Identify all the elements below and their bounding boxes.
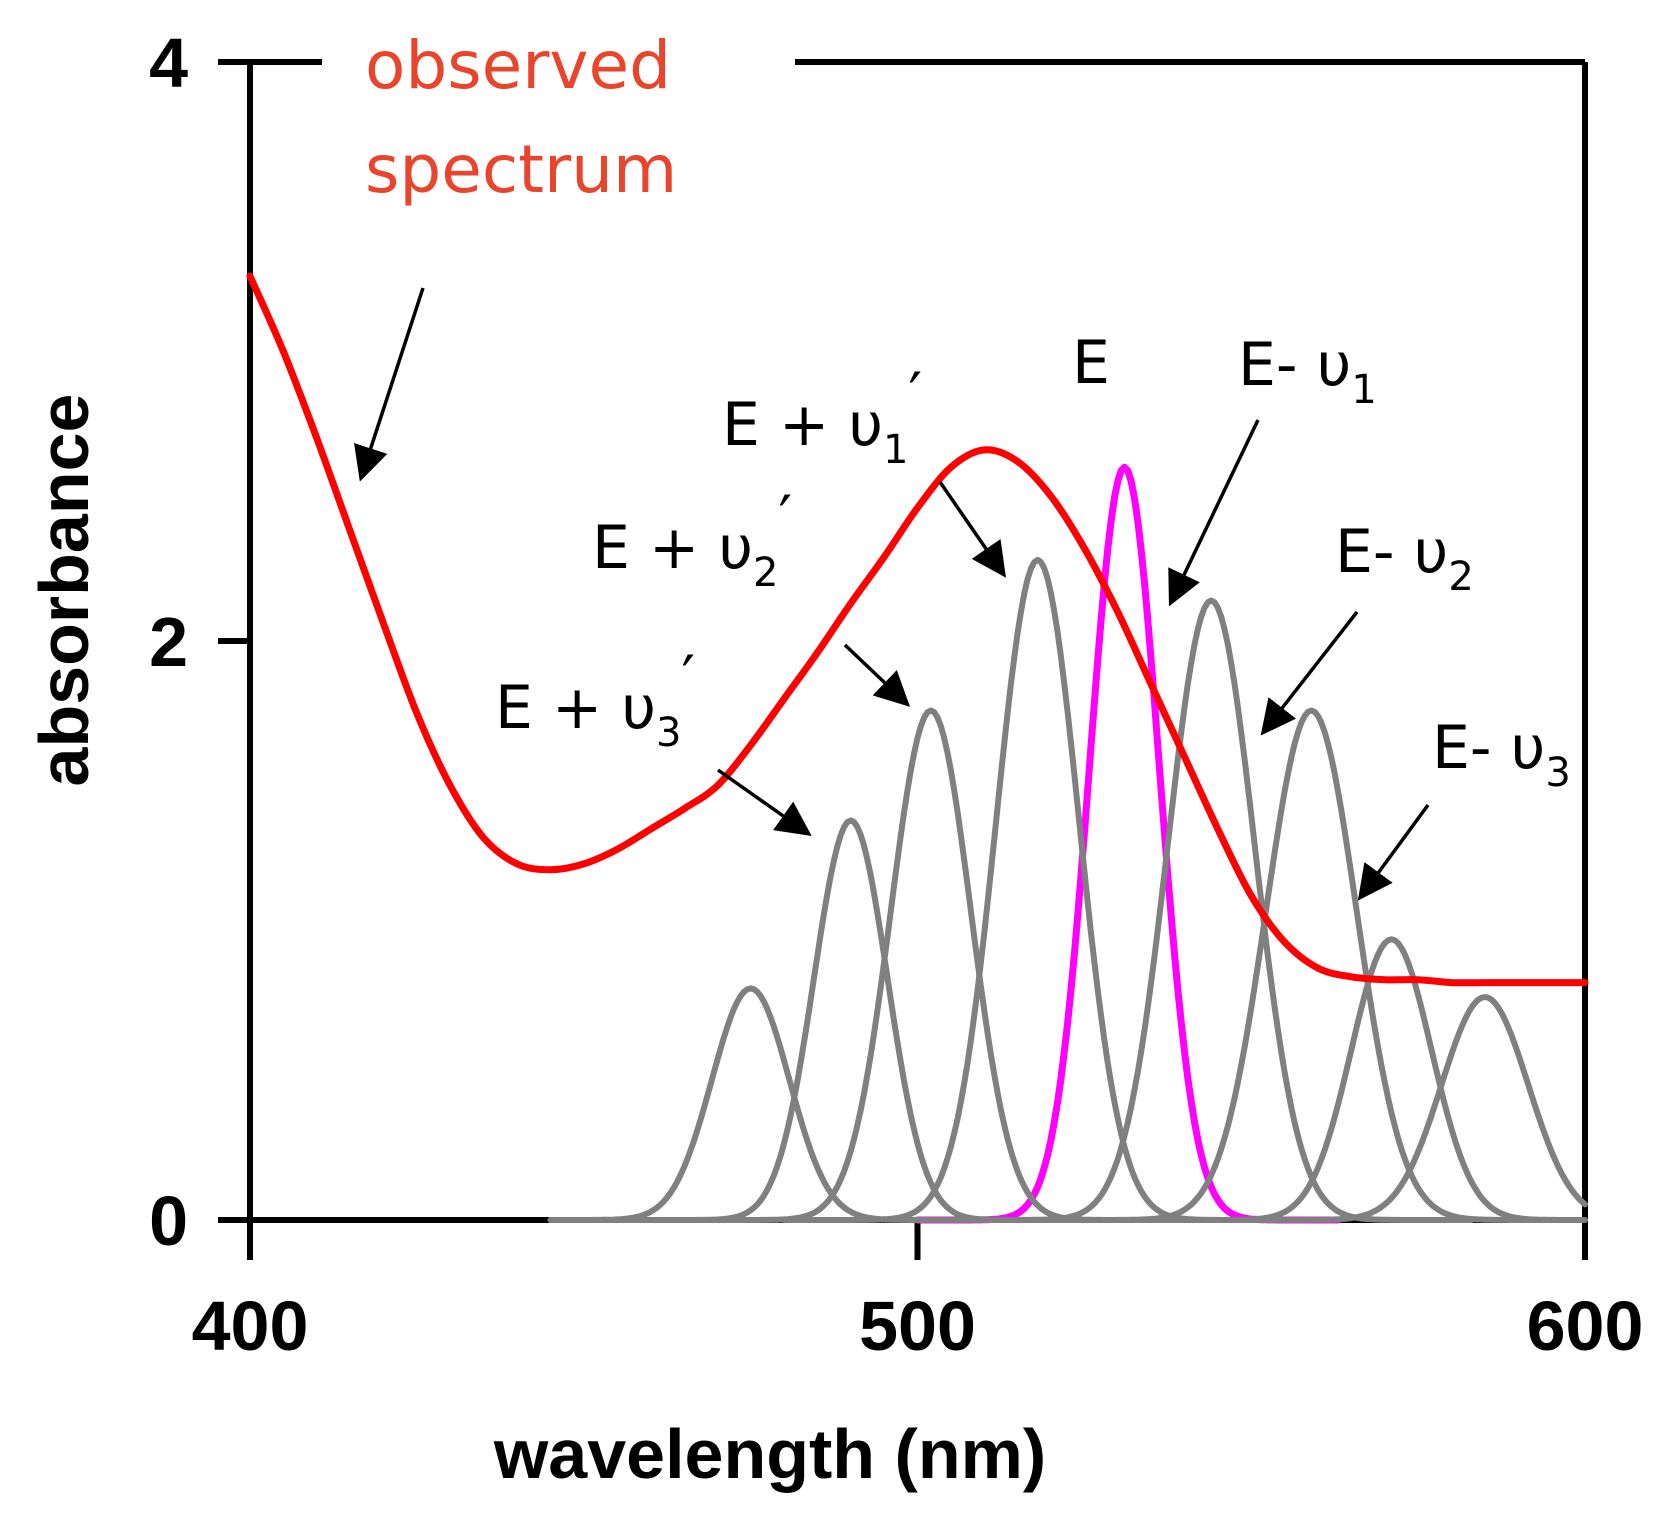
arrow-observed [354,287,425,482]
anno-e-minus-u3-sub: 3 [1545,750,1570,796]
anno-e-plus-u3-sub: 3 [656,710,681,756]
peak-e-minus-u2-line [1048,707,1575,1223]
anno-e-base: E [1072,328,1110,398]
anno-e-plus-u1-base: E + υ [722,390,883,460]
y-tick-label: 2 [149,603,188,681]
arrow-e-minus-u3 [1357,803,1430,901]
peak-e-minus-u1-line [947,597,1475,1223]
arrow-e-minus-u2 [1260,610,1359,736]
axis-ticks: 400 500 600 0 2 4 [149,24,1643,1365]
annotations: observed spectrum E E + υ1′ E + υ2′ E + … [354,27,1571,901]
anno-observed-line2: spectrum [365,131,677,208]
anno-e: E [1072,328,1110,398]
anno-e-plus-u2: E + υ2′ [592,483,792,596]
arrow-e-plus-u3 [716,768,812,837]
arrow-e-plus-u1 [938,481,1006,578]
x-axis-title: wavelength (nm) [493,1415,1046,1493]
peak-e-plus-u2-line [680,707,1188,1223]
series-layer [246,272,1589,1224]
anno-e-plus-u3: E + υ3′ [495,643,695,756]
y-axis-title: absorbance [25,394,103,787]
anno-e-plus-u1-sub: 1 [883,427,908,473]
arrow-e-minus-u1 [1168,419,1260,607]
anno-e-plus-u3-base: E + υ [495,673,656,743]
anno-e-minus-u1-sub: 1 [1351,367,1376,413]
anno-e-minus-u3-base: E- υ [1432,713,1545,783]
arrow-e-plus-u2 [843,643,911,707]
anno-e-minus-u1-base: E- υ [1238,330,1351,400]
anno-e-plus-u2-sub: 2 [753,550,778,596]
observed-spectrum-line [246,272,1589,987]
x-tick-label: 400 [192,1287,309,1365]
anno-e-plus-u1-prime: ′ [909,360,923,430]
y-tick-label: 0 [149,1182,188,1260]
anno-e-minus-u2: E- υ2 [1335,517,1474,600]
anno-e-minus-u1: E- υ1 [1238,330,1377,413]
x-tick-label: 500 [859,1287,976,1365]
peak-e-minus-u4-line [1248,994,1588,1223]
x-tick-label: 600 [1527,1287,1644,1365]
y-tick-label: 4 [149,24,188,102]
anno-e-plus-u2-prime: ′ [779,483,793,553]
peak-e-plus-u4-line [547,985,1021,1223]
peak-e-minus-u3-line [1148,936,1588,1223]
anno-observed-line1: observed [365,27,671,104]
anno-e-plus-u2-base: E + υ [592,513,753,583]
anno-e-minus-u2-sub: 2 [1448,554,1473,600]
anno-e-plus-u3-prime: ′ [682,643,696,713]
anno-e-minus-u2-base: E- υ [1335,517,1448,587]
anno-e-plus-u1: E + υ1′ [722,360,922,473]
anno-e-minus-u3: E- υ3 [1432,713,1571,796]
